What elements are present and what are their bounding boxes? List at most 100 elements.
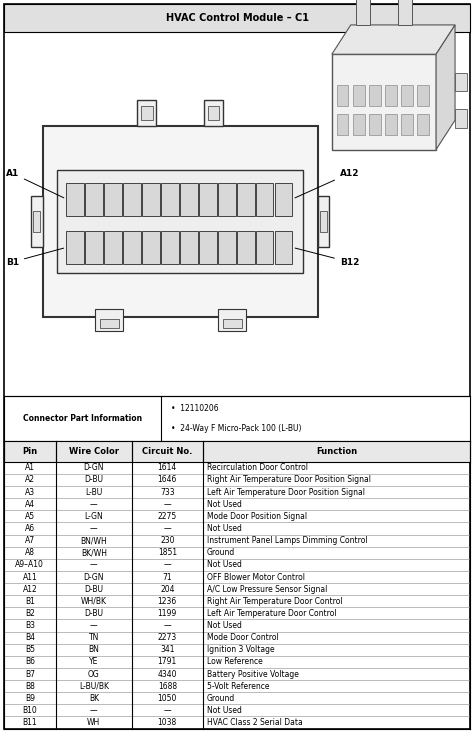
Bar <box>199 231 217 264</box>
Text: —: — <box>90 524 98 533</box>
Text: —: — <box>90 706 98 715</box>
Bar <box>337 85 348 106</box>
Bar <box>353 114 365 135</box>
Text: A5: A5 <box>25 512 35 521</box>
Text: B9: B9 <box>25 693 35 703</box>
Text: A12: A12 <box>295 169 359 198</box>
Text: A12: A12 <box>22 585 37 594</box>
Bar <box>4 441 470 462</box>
Bar <box>66 183 84 216</box>
Text: 1791: 1791 <box>158 658 177 666</box>
Bar <box>142 183 160 216</box>
Bar <box>104 183 122 216</box>
Bar <box>33 211 40 232</box>
Text: A9–A10: A9–A10 <box>16 560 44 570</box>
Text: WH: WH <box>87 718 100 727</box>
Bar <box>218 231 236 264</box>
Bar <box>385 85 397 106</box>
Bar <box>66 231 84 264</box>
Bar <box>237 183 255 216</box>
Text: A/C Low Pressure Sensor Signal: A/C Low Pressure Sensor Signal <box>207 585 327 594</box>
Bar <box>137 100 156 126</box>
Text: —: — <box>164 621 171 630</box>
Bar <box>100 319 118 328</box>
Bar <box>161 231 179 264</box>
Text: Mode Door Control: Mode Door Control <box>207 633 278 642</box>
Text: Right Air Temperature Door Control: Right Air Temperature Door Control <box>207 597 342 605</box>
Bar <box>123 183 141 216</box>
Text: •  24-Way F Micro-Pack 100 (L-BU): • 24-Way F Micro-Pack 100 (L-BU) <box>171 424 301 433</box>
Text: Instrument Panel Lamps Dimming Control: Instrument Panel Lamps Dimming Control <box>207 536 367 545</box>
Text: 1038: 1038 <box>158 718 177 727</box>
Bar <box>31 196 43 247</box>
Text: HVAC Class 2 Serial Data: HVAC Class 2 Serial Data <box>207 718 302 727</box>
Text: Ground: Ground <box>207 548 235 557</box>
Text: Left Air Temperature Door Position Signal: Left Air Temperature Door Position Signa… <box>207 487 365 497</box>
Bar <box>218 309 246 331</box>
Text: —: — <box>90 621 98 630</box>
Text: B6: B6 <box>25 658 35 666</box>
Bar <box>85 231 103 264</box>
Text: 1236: 1236 <box>158 597 177 605</box>
Text: D-BU: D-BU <box>84 609 103 618</box>
Bar <box>208 106 219 120</box>
Bar <box>95 309 123 331</box>
Bar <box>353 85 365 106</box>
Text: 71: 71 <box>163 572 172 581</box>
Bar <box>218 183 236 216</box>
Bar <box>337 114 348 135</box>
Text: Left Air Temperature Door Control: Left Air Temperature Door Control <box>207 609 336 618</box>
Text: 1050: 1050 <box>158 693 177 703</box>
Text: B3: B3 <box>25 621 35 630</box>
Text: D-GN: D-GN <box>83 572 104 581</box>
Bar <box>455 109 467 128</box>
Text: •  12110206: • 12110206 <box>171 404 218 413</box>
Bar <box>4 396 470 441</box>
Text: 341: 341 <box>160 645 174 655</box>
Bar <box>223 319 242 328</box>
Bar <box>141 106 153 120</box>
Text: B2: B2 <box>25 609 35 618</box>
Bar <box>320 211 327 232</box>
Text: Connector Part Information: Connector Part Information <box>23 414 142 423</box>
Text: TN: TN <box>89 633 99 642</box>
Text: A2: A2 <box>25 476 35 485</box>
Bar <box>104 231 122 264</box>
Text: OFF Blower Motor Control: OFF Blower Motor Control <box>207 572 305 581</box>
Text: Not Used: Not Used <box>207 500 242 509</box>
Bar <box>161 183 179 216</box>
Text: A1: A1 <box>6 169 64 198</box>
Text: Recirculation Door Control: Recirculation Door Control <box>207 463 308 472</box>
Text: B5: B5 <box>25 645 35 655</box>
Polygon shape <box>436 25 455 150</box>
Text: 204: 204 <box>160 585 174 594</box>
Text: BN: BN <box>89 645 99 655</box>
Bar <box>417 114 429 135</box>
Bar <box>204 100 223 126</box>
Text: Ground: Ground <box>207 693 235 703</box>
Text: 1646: 1646 <box>158 476 177 485</box>
Bar <box>237 231 255 264</box>
Text: —: — <box>164 500 171 509</box>
Bar <box>401 85 413 106</box>
Bar <box>142 231 160 264</box>
Bar <box>356 0 370 25</box>
Bar <box>275 231 292 264</box>
Text: HVAC Control Module – C1: HVAC Control Module – C1 <box>165 13 309 23</box>
Text: D-BU: D-BU <box>84 585 103 594</box>
Bar <box>256 183 273 216</box>
Bar <box>455 73 467 91</box>
Bar <box>4 4 470 32</box>
Text: B7: B7 <box>25 669 35 679</box>
Text: 733: 733 <box>160 487 174 497</box>
Text: A11: A11 <box>22 572 37 581</box>
Text: Wire Color: Wire Color <box>69 447 119 456</box>
Text: Low Reference: Low Reference <box>207 658 263 666</box>
Text: B4: B4 <box>25 633 35 642</box>
Bar <box>57 170 303 273</box>
Text: 4340: 4340 <box>157 669 177 679</box>
Text: —: — <box>90 500 98 509</box>
Text: 1851: 1851 <box>158 548 177 557</box>
Text: A1: A1 <box>25 463 35 472</box>
Text: —: — <box>164 524 171 533</box>
